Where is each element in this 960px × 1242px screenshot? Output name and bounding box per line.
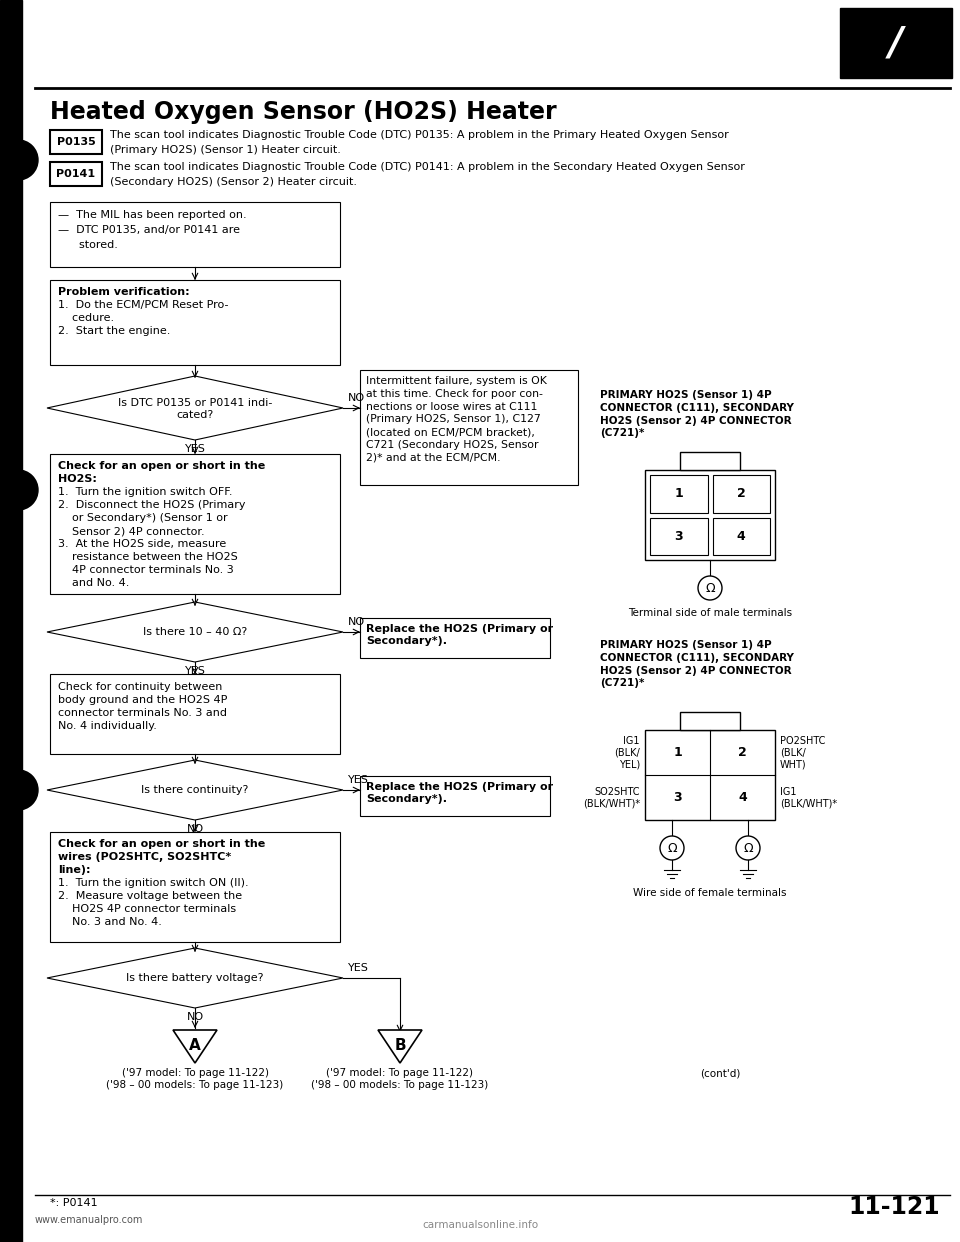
Text: NO: NO bbox=[186, 1012, 204, 1022]
Bar bbox=[50, 832, 340, 941]
Bar bbox=[50, 455, 340, 594]
Text: YES: YES bbox=[348, 775, 369, 785]
Polygon shape bbox=[47, 948, 343, 1009]
Text: Intermittent failure, system is OK
at this time. Check for poor con-
nections or: Intermittent failure, system is OK at th… bbox=[366, 376, 547, 463]
Polygon shape bbox=[47, 602, 343, 662]
Bar bbox=[712, 518, 770, 555]
Circle shape bbox=[736, 836, 760, 859]
Text: 11-121: 11-121 bbox=[849, 1195, 940, 1218]
Bar bbox=[0, 0, 22, 1242]
Text: 3: 3 bbox=[675, 530, 684, 543]
Text: www.emanualpro.com: www.emanualpro.com bbox=[35, 1215, 143, 1225]
Text: IG1
(BLK/WHT)*: IG1 (BLK/WHT)* bbox=[780, 786, 837, 809]
Bar bbox=[650, 474, 708, 513]
Text: P0141: P0141 bbox=[57, 169, 96, 179]
Text: NO: NO bbox=[186, 823, 204, 833]
Bar bbox=[50, 674, 340, 754]
Text: Terminal side of male terminals: Terminal side of male terminals bbox=[628, 609, 792, 619]
Text: *: P0141: *: P0141 bbox=[50, 1199, 98, 1208]
Bar bbox=[650, 518, 708, 555]
Text: HO2S:: HO2S: bbox=[58, 474, 97, 484]
Text: ('97 model: To page 11-122)
('98 – 00 models: To page 11-123): ('97 model: To page 11-122) ('98 – 00 mo… bbox=[311, 1068, 489, 1090]
Text: Heated Oxygen Sensor (HO2S) Heater: Heated Oxygen Sensor (HO2S) Heater bbox=[50, 101, 557, 124]
Circle shape bbox=[660, 836, 684, 859]
Text: 4: 4 bbox=[737, 530, 746, 543]
Text: IG1
(BLK/
YEL): IG1 (BLK/ YEL) bbox=[614, 737, 640, 769]
Text: Is there battery voltage?: Is there battery voltage? bbox=[127, 972, 264, 982]
Bar bbox=[360, 619, 550, 658]
Text: NO: NO bbox=[348, 617, 365, 627]
Text: 1.  Turn the ignition switch OFF.
2.  Disconnect the HO2S (Primary
    or Second: 1. Turn the ignition switch OFF. 2. Disc… bbox=[58, 487, 246, 589]
Text: B: B bbox=[395, 1038, 406, 1053]
Text: Ω: Ω bbox=[743, 842, 753, 854]
Text: PRIMARY HO2S (Sensor 1) 4P
CONNECTOR (C111), SECONDARY
HO2S (Sensor 2) 4P CONNEC: PRIMARY HO2S (Sensor 1) 4P CONNECTOR (C1… bbox=[600, 390, 794, 438]
Bar bbox=[840, 7, 952, 78]
Text: Check for continuity between
body ground and the HO2S 4P
connector terminals No.: Check for continuity between body ground… bbox=[58, 682, 228, 732]
Bar bbox=[712, 474, 770, 513]
Text: carmanualsonline.info: carmanualsonline.info bbox=[422, 1220, 538, 1230]
Text: P0135: P0135 bbox=[57, 137, 95, 147]
Circle shape bbox=[698, 576, 722, 600]
Bar bbox=[360, 370, 578, 484]
Text: PRIMARY HO2S (Sensor 1) 4P
CONNECTOR (C111), SECONDARY
HO2S (Sensor 2) 4P CONNEC: PRIMARY HO2S (Sensor 1) 4P CONNECTOR (C1… bbox=[600, 640, 794, 688]
Text: 1.  Turn the ignition switch ON (II).
2.  Measure voltage between the
    HO2S 4: 1. Turn the ignition switch ON (II). 2. … bbox=[58, 878, 249, 927]
Bar bbox=[50, 279, 340, 365]
Text: Problem verification:: Problem verification: bbox=[58, 287, 190, 297]
Bar bbox=[645, 469, 775, 560]
Text: (Primary HO2S) (Sensor 1) Heater circuit.: (Primary HO2S) (Sensor 1) Heater circuit… bbox=[110, 145, 341, 155]
Text: Replace the HO2S (Primary or
Secondary*).: Replace the HO2S (Primary or Secondary*)… bbox=[366, 782, 553, 805]
Circle shape bbox=[0, 770, 38, 810]
Circle shape bbox=[0, 140, 38, 180]
Bar bbox=[680, 452, 740, 469]
Bar bbox=[50, 202, 340, 267]
Circle shape bbox=[0, 469, 38, 510]
Text: 1.  Do the ECM/PCM Reset Pro-
    cedure.
2.  Start the engine.: 1. Do the ECM/PCM Reset Pro- cedure. 2. … bbox=[58, 301, 228, 337]
Text: —  The MIL has been reported on.
—  DTC P0135, and/or P0141 are
      stored.: — The MIL has been reported on. — DTC P0… bbox=[58, 210, 247, 250]
Text: Check for an open or short in the: Check for an open or short in the bbox=[58, 461, 265, 471]
Bar bbox=[360, 776, 550, 816]
Text: 1: 1 bbox=[674, 487, 684, 501]
Text: (Secondary HO2S) (Sensor 2) Heater circuit.: (Secondary HO2S) (Sensor 2) Heater circu… bbox=[110, 178, 357, 188]
Polygon shape bbox=[47, 376, 343, 440]
Bar bbox=[645, 730, 775, 820]
Text: A: A bbox=[189, 1038, 201, 1053]
Text: 4: 4 bbox=[738, 791, 747, 804]
Text: wires (PO2SHTC, SO2SHTC*: wires (PO2SHTC, SO2SHTC* bbox=[58, 852, 231, 862]
Text: (cont'd): (cont'd) bbox=[700, 1068, 740, 1078]
Text: 3: 3 bbox=[673, 791, 682, 804]
Text: line):: line): bbox=[58, 864, 90, 876]
Text: Is there 10 – 40 Ω?: Is there 10 – 40 Ω? bbox=[143, 627, 247, 637]
Text: YES: YES bbox=[184, 666, 205, 676]
Text: Replace the HO2S (Primary or
Secondary*).: Replace the HO2S (Primary or Secondary*)… bbox=[366, 623, 553, 646]
Text: The scan tool indicates Diagnostic Trouble Code (DTC) P0135: A problem in the Pr: The scan tool indicates Diagnostic Troub… bbox=[110, 130, 729, 140]
Text: SO2SHTC
(BLK/WHT)*: SO2SHTC (BLK/WHT)* bbox=[583, 786, 640, 809]
Bar bbox=[680, 712, 740, 730]
Text: Wire side of female terminals: Wire side of female terminals bbox=[634, 888, 787, 898]
Text: NO: NO bbox=[348, 392, 365, 402]
Text: The scan tool indicates Diagnostic Trouble Code (DTC) P0141: A problem in the Se: The scan tool indicates Diagnostic Troub… bbox=[110, 161, 745, 171]
Text: PO2SHTC
(BLK/
WHT): PO2SHTC (BLK/ WHT) bbox=[780, 737, 826, 769]
Polygon shape bbox=[378, 1030, 422, 1063]
Text: Check for an open or short in the: Check for an open or short in the bbox=[58, 840, 265, 850]
Bar bbox=[50, 161, 102, 186]
Polygon shape bbox=[47, 760, 343, 820]
Text: /: / bbox=[889, 24, 903, 62]
Text: 2: 2 bbox=[737, 487, 746, 501]
Text: Ω: Ω bbox=[706, 581, 715, 595]
Text: Is DTC P0135 or P0141 indi-
cated?: Is DTC P0135 or P0141 indi- cated? bbox=[118, 397, 273, 420]
Text: Ω: Ω bbox=[667, 842, 677, 854]
Polygon shape bbox=[173, 1030, 217, 1063]
Bar bbox=[50, 130, 102, 154]
Text: ('97 model: To page 11-122)
('98 – 00 models: To page 11-123): ('97 model: To page 11-122) ('98 – 00 mo… bbox=[107, 1068, 283, 1090]
Text: 2: 2 bbox=[738, 746, 747, 759]
Text: YES: YES bbox=[348, 963, 369, 972]
Text: 1: 1 bbox=[673, 746, 682, 759]
Text: Is there continuity?: Is there continuity? bbox=[141, 785, 249, 795]
Text: YES: YES bbox=[184, 443, 205, 455]
